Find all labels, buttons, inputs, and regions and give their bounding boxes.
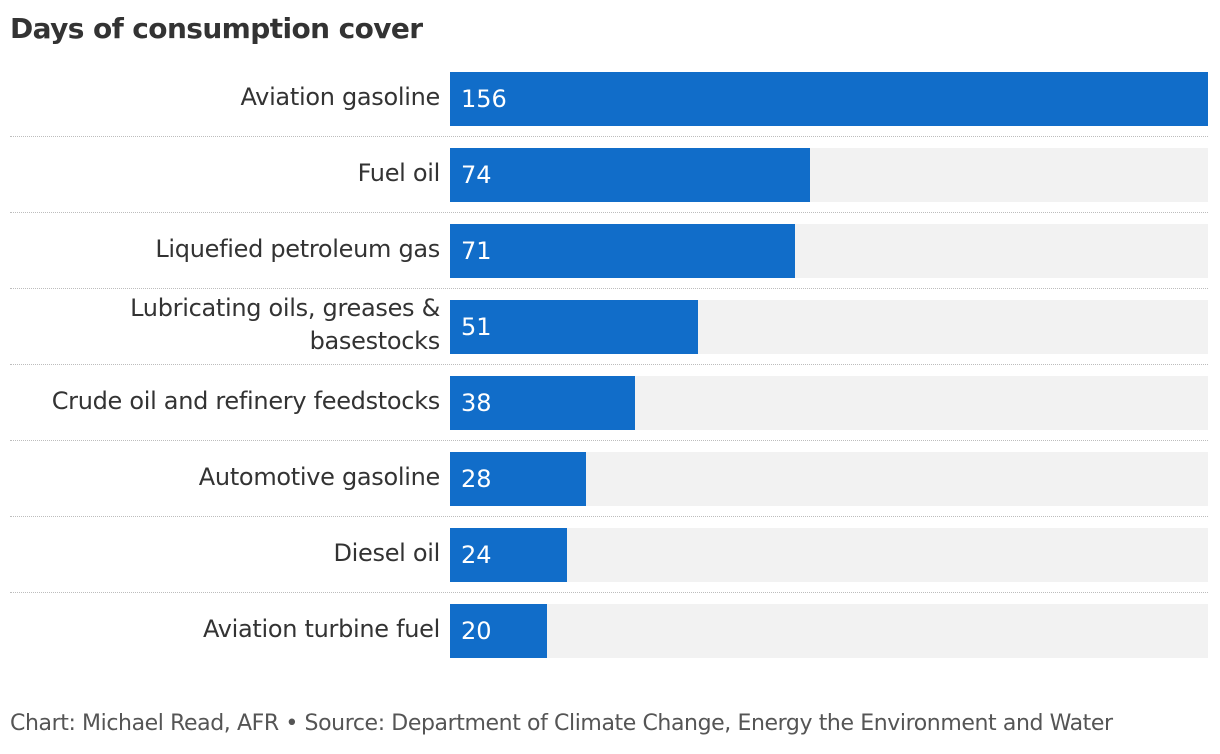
- bar: [450, 452, 587, 506]
- bar: [450, 148, 810, 202]
- category-label: Liquefied petroleum gas: [10, 233, 440, 266]
- category-label: Lubricating oils, greases & basestocks: [10, 292, 440, 358]
- bar: [450, 300, 698, 354]
- category-label-line: Automotive gasoline: [198, 462, 441, 491]
- bar-value-label: 20: [461, 617, 492, 645]
- row-divider: [10, 440, 1208, 441]
- bar-track: 28: [450, 452, 1208, 506]
- category-label: Diesel oil: [10, 537, 440, 570]
- category-label-line: basestocks: [309, 327, 441, 355]
- bar-value-label: 71: [461, 237, 492, 265]
- category-label-line: Fuel oil: [357, 158, 441, 187]
- bar-track: 71: [450, 224, 1208, 278]
- bar: [450, 604, 548, 658]
- bar: [450, 224, 795, 278]
- bar-track: 51: [450, 300, 1208, 354]
- chart-source-note: Chart: Michael Read, AFR • Source: Depar…: [10, 711, 1113, 736]
- category-label-line: Aviation turbine fuel: [203, 614, 440, 643]
- bar-value-label: 156: [461, 85, 507, 113]
- bar-value-label: 28: [461, 465, 492, 493]
- bar-track: 156: [450, 72, 1208, 126]
- bar-track: 74: [450, 148, 1208, 202]
- category-label-line: Liquefied petroleum gas: [155, 234, 440, 263]
- row-divider: [10, 592, 1208, 593]
- category-label: Crude oil and refinery feedstocks: [10, 385, 441, 418]
- category-label: Fuel oil: [10, 157, 441, 190]
- row-divider: [10, 212, 1208, 213]
- bar-track: 38: [450, 376, 1208, 430]
- row-divider: [10, 516, 1208, 517]
- bar-value-label: 24: [461, 541, 492, 569]
- bar-value-label: 74: [461, 161, 492, 189]
- chart-title: Days of consumption cover: [10, 12, 423, 45]
- category-label-line: Lubricating oils, greases &: [130, 294, 440, 322]
- bar: [450, 72, 1208, 126]
- row-divider: [10, 136, 1208, 137]
- row-divider: [10, 288, 1208, 289]
- category-label: Automotive gasoline: [10, 461, 441, 494]
- category-label-line: Crude oil and refinery feedstocks: [51, 386, 441, 415]
- bar-track: 20: [450, 604, 1208, 658]
- category-label: Aviation gasoline: [10, 81, 440, 114]
- bar: [450, 376, 635, 430]
- category-label-line: Diesel oil: [333, 538, 440, 567]
- bar-value-label: 38: [461, 389, 492, 417]
- row-divider: [10, 364, 1208, 365]
- bar-track: 24: [450, 528, 1208, 582]
- bar: [450, 528, 567, 582]
- category-label-line: Aviation gasoline: [240, 82, 440, 111]
- bar-value-label: 51: [461, 313, 492, 341]
- category-label: Aviation turbine fuel: [10, 613, 440, 646]
